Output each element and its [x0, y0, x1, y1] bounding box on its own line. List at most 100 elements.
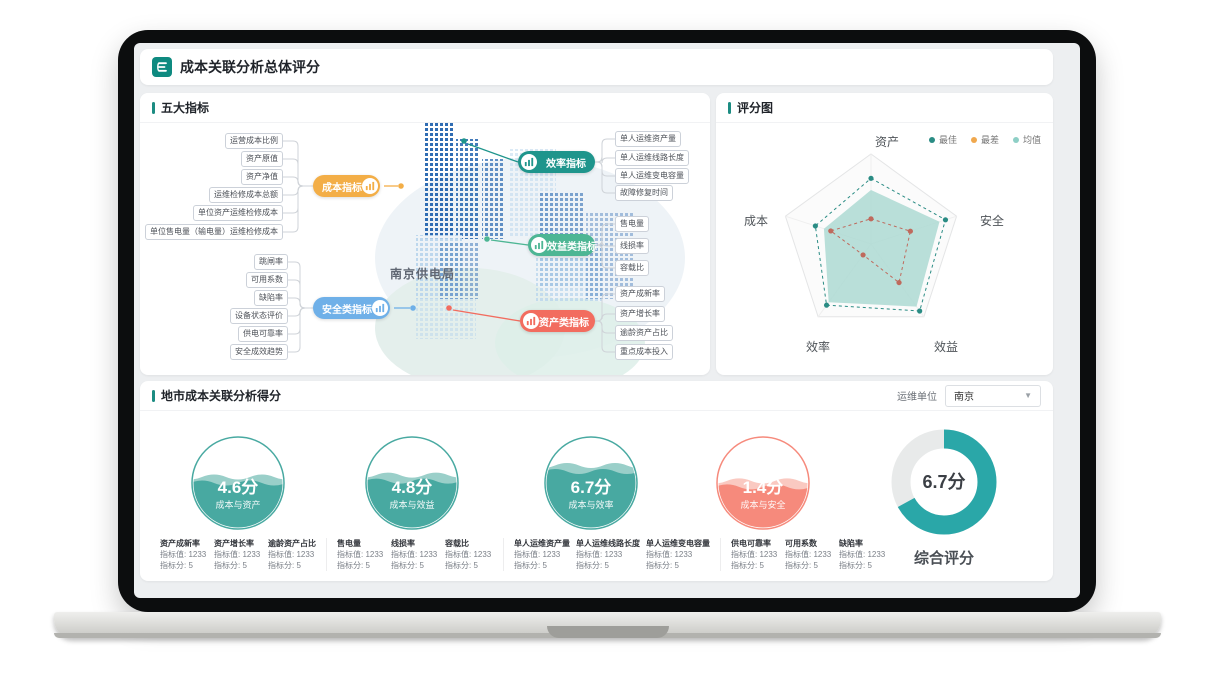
- chevron-down-icon: ▼: [1024, 391, 1032, 400]
- pill-label: 成本指标: [322, 182, 362, 194]
- overall-score-label: 综合评分: [913, 550, 974, 567]
- pill-label: 资产类指标: [539, 317, 589, 329]
- metric-title: 单人运维线路长度: [576, 539, 640, 548]
- unit-label: 运维单位: [897, 392, 937, 403]
- panel-header: 五大指标: [140, 93, 710, 123]
- indicator-box: 资产原值: [241, 151, 283, 167]
- gauge-score: 4.8分: [392, 478, 433, 497]
- gauge-score: 6.7分: [571, 478, 612, 497]
- gauge-label: 成本与效益: [389, 499, 434, 510]
- metric-value: 指标值: 1233: [839, 550, 886, 559]
- metric-group: 单人运维资产量 指标值: 1233 指标分: 5 单人运维线路长度 指标值: 1233 指…: [503, 538, 720, 571]
- metric-item: 容载比指标值: 1233 指标分: 5: [445, 538, 493, 571]
- legend-dot-icon: [970, 136, 977, 143]
- chart-bars-icon: [523, 313, 539, 329]
- liquid-gauge-成本与安全: 1.4分成本与安全: [715, 435, 811, 536]
- metric-score: 指标分: 5: [268, 561, 301, 570]
- radar-series-mean: [823, 190, 940, 307]
- legend-label: 均值: [1022, 135, 1041, 145]
- metric-item: 单人运维资产量 指标值: 1233 指标分: 5: [514, 538, 570, 571]
- laptop-base: [54, 612, 1161, 638]
- metric-score: 指标分: 5: [576, 561, 609, 570]
- panel-title: 地市成本关联分析得分: [161, 389, 282, 403]
- metric-item: 资产成新率 指标值: 1233 指标分: 5: [160, 538, 208, 571]
- indicator-box: 售电量: [615, 216, 649, 232]
- metric-item: 可用系数 指标值: 1233 指标分: 5: [785, 538, 833, 571]
- metric-title: 资产增长率: [214, 539, 254, 548]
- metric-value: 指标值: 1233: [576, 550, 623, 559]
- legend-dot-icon: [928, 136, 935, 143]
- radar-axis-label: 成本: [744, 214, 768, 228]
- chart-bars-icon: [372, 300, 388, 316]
- title-accent-bar: [728, 101, 731, 114]
- donut-arc: [891, 429, 997, 535]
- liquid-gauge-成本与效益: 4.8分成本与效益: [364, 435, 460, 536]
- radar-axis-label: 资产: [875, 135, 899, 149]
- metric-item: 供电可靠率 指标值: 1233 指标分: 5: [731, 538, 779, 571]
- chart-bars-icon: [531, 237, 547, 253]
- unit-select-value: 南京: [954, 392, 974, 403]
- metric-score: 指标分: 5: [514, 561, 547, 570]
- gauge-label: 成本与安全: [740, 499, 785, 510]
- indicator-box: 缺陷率: [254, 290, 288, 306]
- indicator-box: 安全成效趋势: [230, 344, 288, 360]
- radar-series-worst: [829, 218, 911, 284]
- indicator-pill-2: 效率指标: [518, 151, 595, 173]
- radar-axis-label: 安全: [980, 213, 1004, 228]
- radar-axis-label: 效率: [806, 339, 830, 354]
- metric-item: 单人运维线路长度 指标值: 1233 指标分: 5: [576, 538, 640, 571]
- metric-score: 指标分: 5: [445, 561, 478, 570]
- indicator-box: 单位资产运维检修成本: [193, 205, 283, 221]
- app-logo-icon: [152, 57, 172, 77]
- metric-title: 容载比: [445, 539, 469, 548]
- gauge-score: 1.4分: [743, 478, 784, 497]
- liquid-gauge-成本与效率: 6.7分 成本与效率: [543, 435, 639, 536]
- donut-score: 6.7分: [922, 472, 965, 492]
- page-title: 成本关联分析总体评分: [180, 59, 320, 75]
- metric-title: 售电量: [337, 539, 361, 548]
- connector-lines: [283, 138, 615, 353]
- panel-city-scores: 地市成本关联分析得分 运维单位 南京 ▼ 4.6分 成本与资产 4.8分 成本与效益 6…: [140, 381, 1053, 581]
- metric-value: 指标值: 1233: [514, 550, 561, 559]
- chart-bars-icon: [362, 178, 378, 194]
- indicator-pill-3: 效益类指标: [528, 234, 597, 256]
- radar-legend: 最佳 最差 均值: [928, 133, 1041, 146]
- legend-label: 最差: [980, 135, 999, 145]
- legend-label: 最佳: [938, 135, 957, 145]
- metric-value: 指标值: 1233: [445, 550, 492, 559]
- metric-group: 售电量 指标值: 1233 指标分: 5 线损率 指标值: 1233 指标分: 5 容载比指…: [326, 538, 503, 571]
- metric-score: 指标分: 5: [337, 561, 370, 570]
- indicator-box: 运维检修成本总额: [209, 187, 283, 203]
- indicator-box: 资产成新率: [615, 286, 665, 302]
- metric-value: 指标值: 1233: [337, 550, 384, 559]
- laptop-screen-frame: 成本关联分析总体评分 南京供电局 运营成本比例 资产原值 资产净值 运维检修成本总额单…: [118, 30, 1096, 612]
- pill-label: 安全类指标: [322, 304, 372, 316]
- panel-score-radar: 评分图 最佳 最差 均值 资产 安全 效益 效率 成本: [716, 93, 1053, 375]
- indicator-box: 单人运维资产量: [615, 131, 681, 147]
- metric-item: 缺陷率 指标值: 1233 指标分: 5: [839, 538, 887, 571]
- metric-value: 指标值: 1233: [785, 550, 832, 559]
- indicator-box: 设备状态评价: [230, 308, 288, 324]
- title-accent-bar: [152, 389, 155, 402]
- metric-score: 指标分: 5: [214, 561, 247, 570]
- pill-label: 效率指标: [546, 158, 586, 170]
- metric-value: 指标值: 1233: [731, 550, 778, 559]
- panel-title: 评分图: [737, 101, 774, 115]
- metric-item: 售电量指标值: 1233 指标分: 5: [337, 538, 385, 571]
- unit-select[interactable]: 南京 ▼: [945, 384, 1041, 407]
- metric-score: 指标分: 5: [391, 561, 424, 570]
- legend-item: 均值: [1012, 133, 1041, 146]
- indicator-box: 容载比: [615, 260, 649, 276]
- metric-item: 单人运维变电容量 指标值: 1233 指标分: 5: [646, 538, 710, 571]
- chart-bars-icon: [521, 154, 537, 170]
- metric-group: 资产成新率 指标值: 1233 指标分: 5 资产增长率 指标值: 1233 指标分: 5…: [150, 538, 326, 571]
- indicator-mindmap: 南京供电局 运营成本比例 资产原值 资产净值 运维检修成本总额 单位资产运维检修成本 单位…: [140, 93, 710, 375]
- center-city-label: 南京供电局: [390, 267, 456, 281]
- metric-row: 资产成新率 指标值: 1233 指标分: 5 资产增长率指标值: 1233 指标分: 5…: [150, 538, 897, 571]
- indicator-box: 供电可靠率: [238, 326, 288, 342]
- metric-title: 逾龄资产占比: [268, 539, 316, 548]
- gauge-score: 4.6分: [218, 478, 259, 497]
